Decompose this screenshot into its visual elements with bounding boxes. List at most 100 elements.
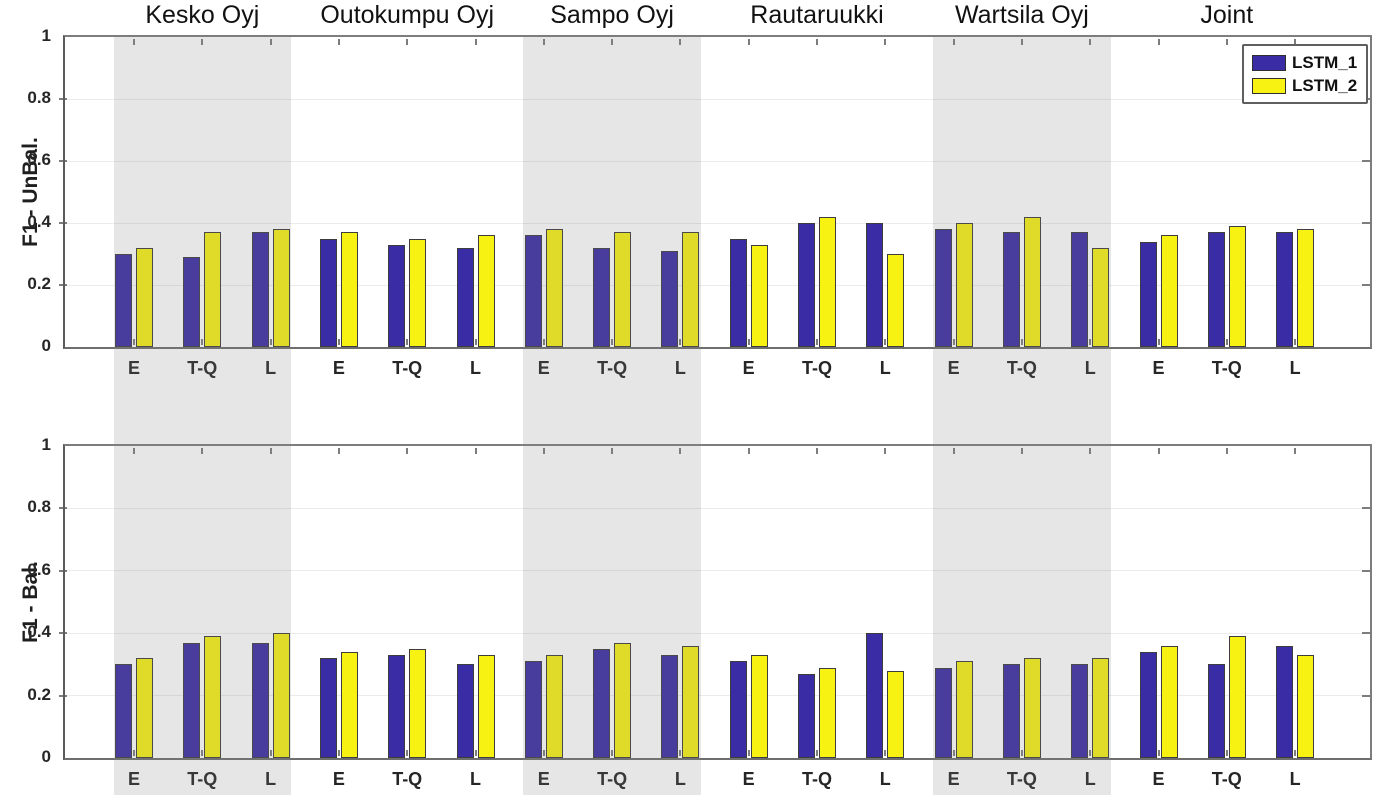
x-tick-label: E bbox=[537, 769, 550, 789]
bar-lstm1 bbox=[593, 648, 611, 758]
x-tick-label: E bbox=[1152, 769, 1165, 789]
x-tick bbox=[884, 339, 887, 345]
column-title: Wartsila Oyj bbox=[954, 1, 1089, 29]
bar-lstm2 bbox=[136, 247, 153, 347]
x-tick-label: L bbox=[1289, 358, 1301, 378]
x-tick bbox=[474, 750, 477, 756]
column-title: Rautaruukki bbox=[750, 1, 884, 29]
bar-lstm2 bbox=[682, 232, 700, 347]
legend-entry: LSTM_2 bbox=[1252, 74, 1358, 97]
y-tick-label: 0 bbox=[41, 747, 51, 766]
x-tick bbox=[747, 39, 750, 45]
bar-lstm1 bbox=[1071, 232, 1089, 347]
x-tick bbox=[1020, 39, 1023, 45]
x-tick bbox=[1294, 448, 1297, 454]
x-tick bbox=[542, 39, 545, 45]
bar-lstm2 bbox=[409, 238, 427, 347]
x-tick-label: E bbox=[947, 769, 960, 789]
bar-lstm2 bbox=[340, 232, 358, 347]
bar-lstm1 bbox=[1207, 664, 1225, 758]
y-tick bbox=[59, 98, 67, 100]
x-tick-label: E bbox=[127, 358, 140, 378]
bar-lstm2 bbox=[204, 232, 222, 347]
y-tick-label: 1 bbox=[41, 435, 51, 454]
x-tick bbox=[611, 339, 614, 345]
x-tick bbox=[1020, 339, 1023, 345]
bar-lstm1 bbox=[661, 250, 679, 347]
y-tick bbox=[59, 694, 67, 697]
y-tick bbox=[59, 632, 67, 635]
x-tick bbox=[1294, 750, 1297, 756]
x-tick bbox=[1020, 448, 1023, 454]
bar-lstm2 bbox=[1023, 658, 1041, 758]
x-tick bbox=[406, 448, 409, 454]
bar-lstm2 bbox=[409, 648, 427, 758]
bar-lstm2 bbox=[272, 633, 290, 758]
bar-lstm2 bbox=[1228, 636, 1246, 758]
x-tick bbox=[406, 339, 409, 345]
bar-lstm2 bbox=[819, 667, 836, 758]
bar-lstm2 bbox=[614, 232, 632, 347]
x-tick-label: T-Q bbox=[187, 358, 218, 378]
bar-lstm1 bbox=[1071, 664, 1089, 758]
bar-lstm2 bbox=[819, 216, 836, 347]
bar-lstm2 bbox=[955, 661, 973, 758]
gridline bbox=[65, 570, 1370, 572]
y-tick-label: 0.8 bbox=[27, 88, 51, 107]
x-tick-label: E bbox=[742, 769, 755, 789]
y-tick-label: 0.6 bbox=[27, 559, 51, 579]
gridline bbox=[65, 160, 1370, 162]
x-tick bbox=[747, 750, 750, 756]
column-title: Kesko Oyj bbox=[145, 1, 260, 29]
x-tick-label: T-Q bbox=[1211, 769, 1242, 789]
bar-lstm1 bbox=[1276, 645, 1294, 758]
y-tick-label: 0.2 bbox=[27, 684, 51, 704]
x-tick bbox=[201, 448, 204, 454]
x-tick-label: L bbox=[1289, 769, 1301, 789]
x-tick bbox=[269, 39, 272, 45]
bar-lstm2 bbox=[1228, 226, 1246, 347]
x-tick bbox=[1225, 750, 1228, 756]
x-tick bbox=[1225, 339, 1228, 345]
bar-lstm1 bbox=[1002, 664, 1020, 758]
y-tick-label: 0.2 bbox=[27, 274, 51, 293]
bar-lstm1 bbox=[388, 244, 406, 347]
y-tick bbox=[1362, 694, 1370, 697]
x-tick-label: E bbox=[127, 769, 140, 789]
bar-lstm1 bbox=[1207, 232, 1225, 347]
bar-lstm1 bbox=[934, 229, 952, 347]
x-tick-label: E bbox=[332, 358, 345, 378]
gridline bbox=[65, 695, 1370, 697]
y-tick-label: 1 bbox=[41, 26, 51, 45]
gridline bbox=[65, 507, 1370, 509]
bar-lstm1 bbox=[524, 235, 542, 347]
x-tick bbox=[542, 339, 545, 345]
column-title: Joint bbox=[1200, 1, 1254, 29]
x-tick bbox=[201, 750, 204, 756]
x-tick-label: L bbox=[674, 358, 686, 378]
x-tick-label: T-Q bbox=[1006, 358, 1037, 378]
bar-lstm2 bbox=[1160, 235, 1178, 347]
x-tick bbox=[952, 39, 955, 45]
y-tick bbox=[1362, 507, 1370, 510]
x-tick-label: T-Q bbox=[597, 358, 628, 378]
legend-entry: LSTM_1 bbox=[1252, 51, 1358, 74]
y-tick bbox=[59, 569, 67, 572]
x-tick bbox=[952, 339, 955, 345]
x-tick bbox=[406, 750, 409, 756]
bar-lstm1 bbox=[1002, 232, 1020, 347]
bar-lstm2 bbox=[1297, 229, 1315, 347]
x-tick bbox=[816, 39, 818, 45]
x-tick bbox=[1225, 39, 1228, 45]
x-tick-label: T-Q bbox=[1211, 358, 1242, 378]
x-tick bbox=[679, 39, 682, 45]
bar-lstm1 bbox=[798, 223, 815, 347]
gridline bbox=[65, 632, 1370, 634]
x-tick bbox=[679, 750, 682, 756]
x-tick-label: T-Q bbox=[187, 769, 218, 789]
bar-lstm2 bbox=[682, 645, 700, 758]
x-tick bbox=[611, 448, 614, 454]
x-tick-label: E bbox=[1152, 358, 1165, 378]
x-tick bbox=[542, 448, 545, 454]
y-axis-label-unbal: F1 - UnBal. bbox=[19, 137, 42, 247]
